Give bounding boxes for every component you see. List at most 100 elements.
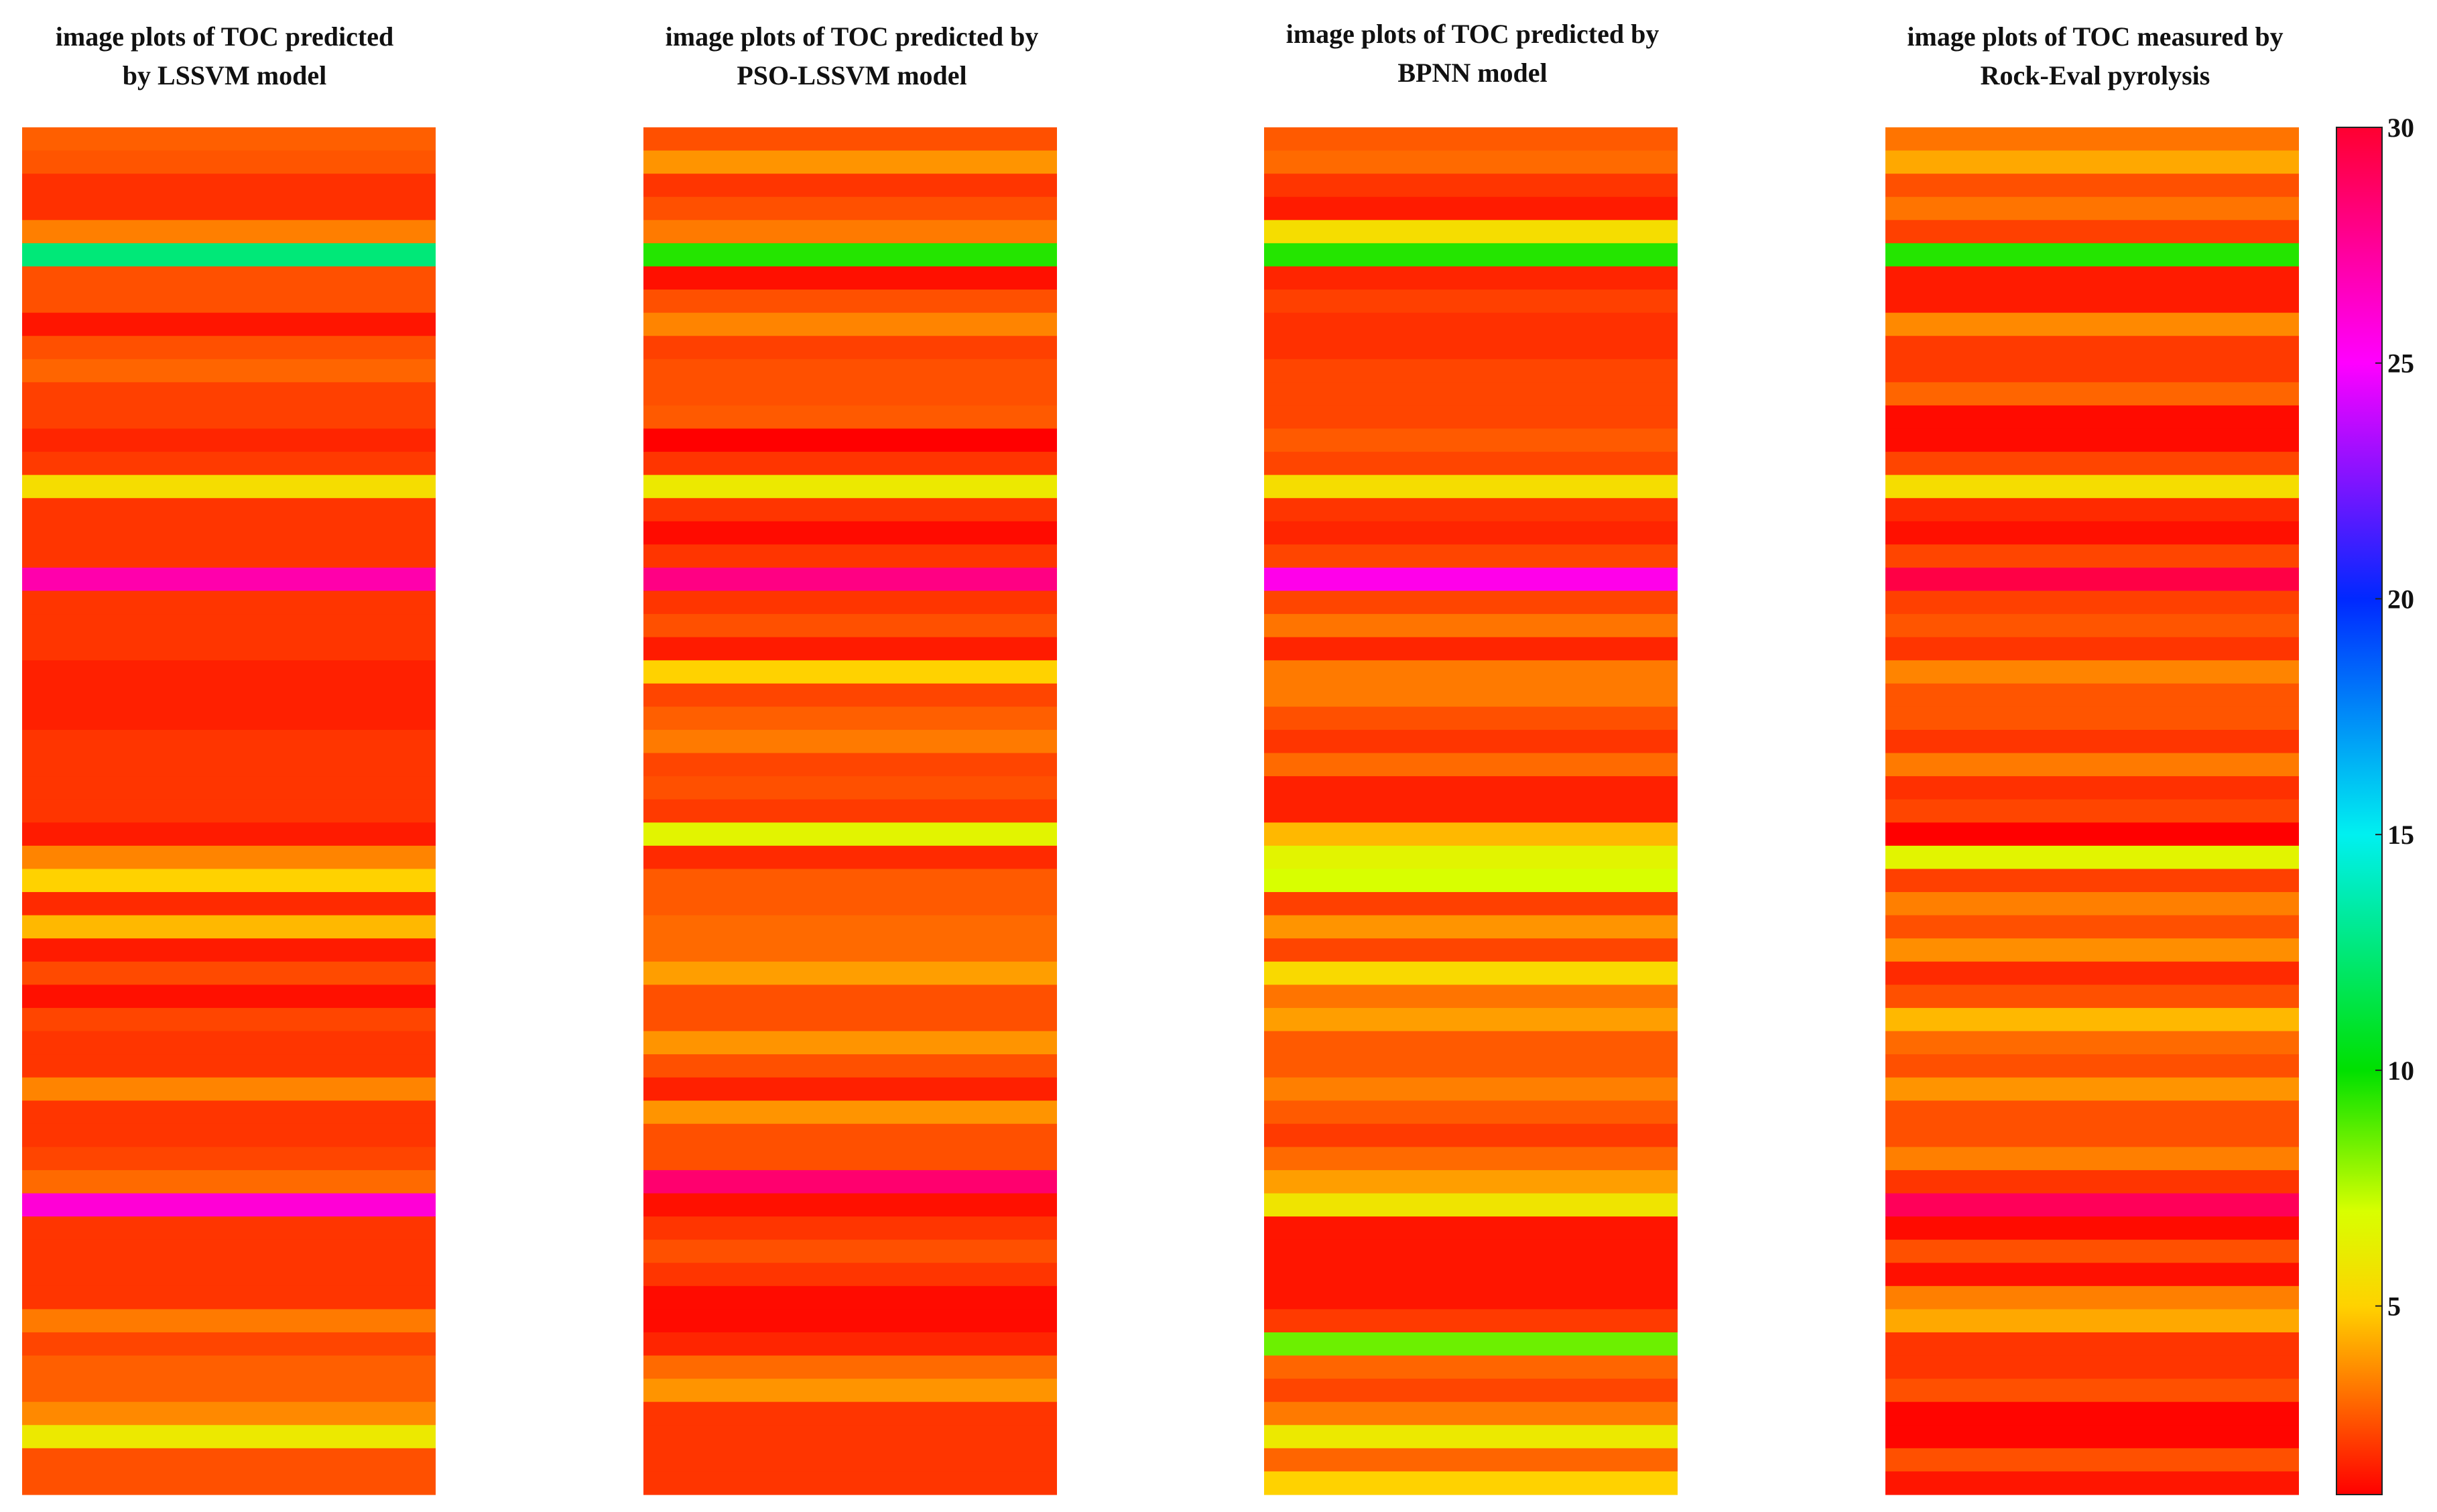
heatmap-cell: [22, 729, 436, 754]
panel-title-pso-lssvm: image plots of TOC predicted by PSO-LSSV…: [597, 17, 1107, 95]
panel-title-lssvm-line1: image plots of TOC predicted: [55, 21, 394, 52]
heatmap-cell: [22, 266, 436, 290]
heatmap-cell: [22, 590, 436, 615]
heatmap-cell: [643, 869, 1057, 893]
heatmap-cell: [1885, 776, 2299, 800]
heatmap-cell: [22, 1077, 436, 1101]
heatmap-cell: [1885, 1077, 2299, 1101]
heatmap-cell: [643, 150, 1057, 174]
heatmap-cell: [22, 1031, 436, 1055]
heatmap-cell: [1885, 174, 2299, 198]
heatmap-cell: [1264, 1100, 1678, 1125]
heatmap-cell: [1264, 1309, 1678, 1333]
heatmap-cell: [1264, 1147, 1678, 1171]
heatmap-cell: [643, 1007, 1057, 1032]
heatmap-cell: [643, 776, 1057, 800]
heatmap-cell: [643, 382, 1057, 406]
heatmap-cell: [22, 869, 436, 893]
heatmap-cell: [1264, 869, 1678, 893]
heatmap-cell: [1885, 590, 2299, 615]
heatmap-cell: [643, 1147, 1057, 1171]
heatmap-cell: [1264, 776, 1678, 800]
heatmap-cell: [1885, 660, 2299, 684]
heatmap-cell: [1885, 614, 2299, 638]
heatmap-cell: [22, 1007, 436, 1032]
heatmap-cell: [1885, 220, 2299, 244]
heatmap-cell: [1885, 729, 2299, 754]
colorbar: [2336, 127, 2383, 1495]
heatmap-cell: [1885, 1285, 2299, 1310]
heatmap-cell: [1885, 405, 2299, 430]
heatmap-cell: [643, 1263, 1057, 1287]
heatmap-cell: [1264, 290, 1678, 314]
heatmap-cell: [22, 1100, 436, 1125]
heatmap-cell: [1264, 1193, 1678, 1217]
heatmap-cell: [1885, 266, 2299, 290]
heatmap-cell: [643, 452, 1057, 476]
heatmap-cell: [643, 614, 1057, 638]
heatmap-cell: [1264, 637, 1678, 661]
heatmap-cell: [643, 127, 1057, 151]
heatmap-cell: [643, 961, 1057, 985]
heatmap-cell: [1885, 892, 2299, 916]
heatmap-cell: [643, 1309, 1057, 1333]
panel-title-lssvm-line2: by LSSVM model: [122, 60, 327, 90]
heatmap-cell: [22, 1216, 436, 1241]
heatmap-cell: [1264, 382, 1678, 406]
heatmap-cell: [1885, 196, 2299, 220]
heatmap-cell: [643, 985, 1057, 1009]
heatmap-cell: [1885, 706, 2299, 731]
heatmap-cell: [1264, 985, 1678, 1009]
heatmap-cell: [1885, 359, 2299, 383]
heatmap-cell: [22, 475, 436, 499]
heatmap-cell: [1885, 1355, 2299, 1379]
heatmap-cell: [1264, 845, 1678, 870]
heatmap-cell: [1885, 1170, 2299, 1194]
heatmap-cell: [643, 1425, 1057, 1449]
heatmap-cell: [1885, 822, 2299, 846]
heatmap-cell: [1264, 196, 1678, 220]
heatmap-cell: [1264, 544, 1678, 568]
heatmap-cell: [643, 1448, 1057, 1472]
heatmap-cell: [22, 915, 436, 939]
heatmap-cell: [22, 1471, 436, 1495]
heatmap-cell: [1885, 498, 2299, 522]
heatmap-cell: [22, 1379, 436, 1403]
heatmap-cell: [22, 822, 436, 846]
heatmap-cell: [1885, 290, 2299, 314]
heatmap-cell: [22, 683, 436, 708]
heatmap-cell: [1264, 336, 1678, 360]
heatmap-cell: [22, 845, 436, 870]
heatmap-cell: [1885, 336, 2299, 360]
heatmap-cell: [1885, 683, 2299, 708]
heatmap-cell: [1264, 892, 1678, 916]
heatmap-cell: [1885, 127, 2299, 151]
heatmap-cell: [643, 822, 1057, 846]
heatmap-cell: [22, 544, 436, 568]
heatmap-cell: [1264, 1263, 1678, 1287]
panel-title-bpnn: image plots of TOC predicted by BPNN mod…: [1218, 15, 1727, 92]
heatmap-cell: [1885, 1332, 2299, 1357]
heatmap-cell: [643, 1379, 1057, 1403]
heatmap-cell: [1264, 475, 1678, 499]
heatmap-cell: [643, 290, 1057, 314]
heatmap-cell: [643, 845, 1057, 870]
heatmap-cell: [1885, 753, 2299, 777]
heatmap-cell: [1885, 1425, 2299, 1449]
panel-title-rock-eval-line1: image plots of TOC measured by: [1907, 21, 2284, 52]
panel-title-lssvm: image plots of TOC predicted by LSSVM mo…: [0, 17, 479, 95]
heatmap-cell: [643, 475, 1057, 499]
heatmap-cell: [1885, 869, 2299, 893]
heatmap-cell: [22, 1147, 436, 1171]
heatmap-cell: [1264, 683, 1678, 708]
heatmap-cell: [1264, 498, 1678, 522]
heatmap-cell: [643, 753, 1057, 777]
heatmap-cell: [1264, 1170, 1678, 1194]
heatmap-cell: [643, 405, 1057, 430]
heatmap-cell: [22, 799, 436, 823]
heatmap-cell: [643, 915, 1057, 939]
heatmap-cell: [643, 266, 1057, 290]
heatmap-cell: [22, 614, 436, 638]
